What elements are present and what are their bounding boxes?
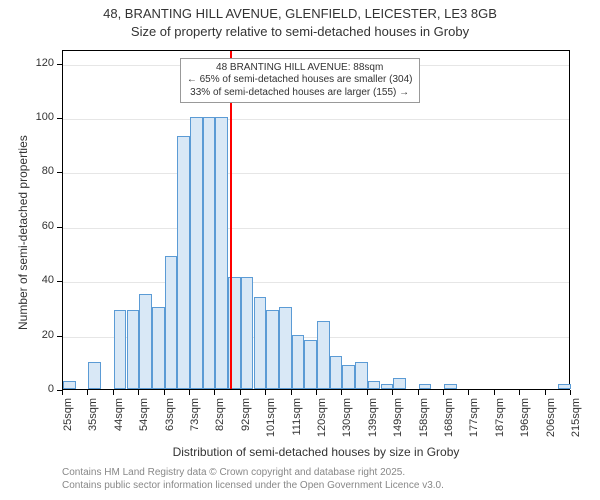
plot-area: 48 BRANTING HILL AVENUE: 88sqm← 65% of s… xyxy=(62,50,570,390)
xtick-label: 196sqm xyxy=(519,398,531,448)
histogram-bar xyxy=(279,307,292,389)
ytick-label: 120 xyxy=(24,57,54,69)
xtick-mark xyxy=(316,390,317,395)
histogram-bar xyxy=(317,321,330,389)
histogram-bar xyxy=(558,384,571,389)
xtick-label: 35sqm xyxy=(87,398,99,448)
ytick-mark xyxy=(57,336,62,337)
xtick-label: 54sqm xyxy=(138,398,150,448)
xtick-label: 206sqm xyxy=(545,398,557,448)
histogram-bar xyxy=(419,384,432,389)
xtick-label: 111sqm xyxy=(291,398,303,448)
histogram-bar xyxy=(215,117,228,389)
xtick-label: 139sqm xyxy=(367,398,379,448)
xtick-mark xyxy=(392,390,393,395)
xtick-mark xyxy=(189,390,190,395)
xtick-label: 44sqm xyxy=(113,398,125,448)
grid-line xyxy=(63,173,569,174)
histogram-bar xyxy=(190,117,203,389)
xtick-mark xyxy=(468,390,469,395)
ytick-label: 60 xyxy=(24,220,54,232)
info-line: 48 BRANTING HILL AVENUE: 88sqm xyxy=(187,62,413,75)
title-line-1: 48, BRANTING HILL AVENUE, GLENFIELD, LEI… xyxy=(0,6,600,21)
ytick-mark xyxy=(57,118,62,119)
ytick-label: 20 xyxy=(24,329,54,341)
xtick-mark xyxy=(164,390,165,395)
xtick-label: 177sqm xyxy=(468,398,480,448)
histogram-bar xyxy=(88,362,101,389)
xtick-mark xyxy=(291,390,292,395)
histogram-bar xyxy=(152,307,165,389)
ytick-label: 100 xyxy=(24,111,54,123)
xtick-mark xyxy=(240,390,241,395)
xtick-label: 25sqm xyxy=(62,398,74,448)
histogram-bar xyxy=(292,335,305,389)
histogram-bar xyxy=(63,381,76,389)
footer-line-1: Contains HM Land Registry data © Crown c… xyxy=(62,467,405,478)
xtick-mark xyxy=(113,390,114,395)
info-line: ← 65% of semi-detached houses are smalle… xyxy=(187,74,413,87)
info-line: 33% of semi-detached houses are larger (… xyxy=(187,87,413,100)
xtick-label: 92sqm xyxy=(240,398,252,448)
ytick-label: 40 xyxy=(24,274,54,286)
xtick-label: 168sqm xyxy=(443,398,455,448)
xtick-mark xyxy=(519,390,520,395)
xtick-mark xyxy=(265,390,266,395)
histogram-bar xyxy=(368,381,381,389)
histogram-bar xyxy=(266,310,279,389)
xtick-label: 187sqm xyxy=(494,398,506,448)
histogram-bar xyxy=(177,136,190,389)
grid-line xyxy=(63,119,569,120)
histogram-bar xyxy=(165,256,178,389)
xtick-mark xyxy=(87,390,88,395)
xtick-mark xyxy=(341,390,342,395)
xtick-mark xyxy=(214,390,215,395)
xtick-label: 120sqm xyxy=(316,398,328,448)
histogram-bar xyxy=(444,384,457,389)
histogram-bar xyxy=(342,365,355,389)
grid-line xyxy=(63,228,569,229)
xtick-label: 149sqm xyxy=(392,398,404,448)
xtick-mark xyxy=(367,390,368,395)
title-line-2: Size of property relative to semi-detach… xyxy=(0,24,600,39)
histogram-bar xyxy=(241,277,254,389)
xtick-label: 82sqm xyxy=(214,398,226,448)
xtick-label: 215sqm xyxy=(570,398,582,448)
xtick-label: 63sqm xyxy=(164,398,176,448)
xtick-mark xyxy=(138,390,139,395)
histogram-bar xyxy=(304,340,317,389)
xtick-mark xyxy=(418,390,419,395)
xtick-label: 130sqm xyxy=(341,398,353,448)
xtick-label: 158sqm xyxy=(418,398,430,448)
ytick-mark xyxy=(57,172,62,173)
xtick-mark xyxy=(570,390,571,395)
ytick-mark xyxy=(57,64,62,65)
histogram-bar xyxy=(254,297,267,389)
histogram-bar xyxy=(127,310,140,389)
footer-line-2: Contains public sector information licen… xyxy=(62,480,444,491)
xtick-mark xyxy=(62,390,63,395)
histogram-bar xyxy=(330,356,343,389)
histogram-bar xyxy=(114,310,127,389)
ytick-mark xyxy=(57,227,62,228)
histogram-bar xyxy=(355,362,368,389)
ytick-label: 80 xyxy=(24,165,54,177)
xtick-label: 73sqm xyxy=(189,398,201,448)
xtick-label: 101sqm xyxy=(265,398,277,448)
xtick-mark xyxy=(494,390,495,395)
histogram-bar xyxy=(381,384,394,389)
xtick-mark xyxy=(545,390,546,395)
info-box: 48 BRANTING HILL AVENUE: 88sqm← 65% of s… xyxy=(180,58,420,104)
histogram-bar xyxy=(139,294,152,389)
xtick-mark xyxy=(443,390,444,395)
ytick-label: 0 xyxy=(24,383,54,395)
histogram-bar xyxy=(203,117,216,389)
histogram-bar xyxy=(393,378,406,389)
ytick-mark xyxy=(57,281,62,282)
grid-line xyxy=(63,282,569,283)
